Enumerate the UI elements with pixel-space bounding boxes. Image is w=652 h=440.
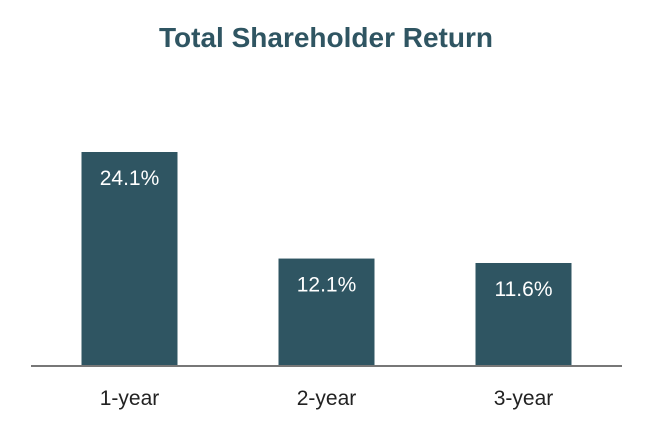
x-tick-label-1-year: 1-year	[100, 387, 160, 410]
data-label-1-year: 24.1%	[100, 167, 160, 190]
bar-2-year	[278, 258, 375, 366]
chart-title: Total Shareholder Return	[159, 22, 493, 53]
bars-layer: 24.1% 12.1% 11.6%	[81, 152, 572, 366]
x-tick-label-2-year: 2-year	[297, 387, 357, 410]
bar-1-year	[81, 152, 178, 366]
bar-3-year	[475, 262, 572, 366]
x-tick-label-3-year: 3-year	[494, 387, 554, 410]
data-label-2-year: 12.1%	[297, 274, 357, 297]
tick-layer: 1-year 2-year 3-year	[100, 387, 554, 410]
data-label-3-year: 11.6%	[495, 278, 553, 301]
